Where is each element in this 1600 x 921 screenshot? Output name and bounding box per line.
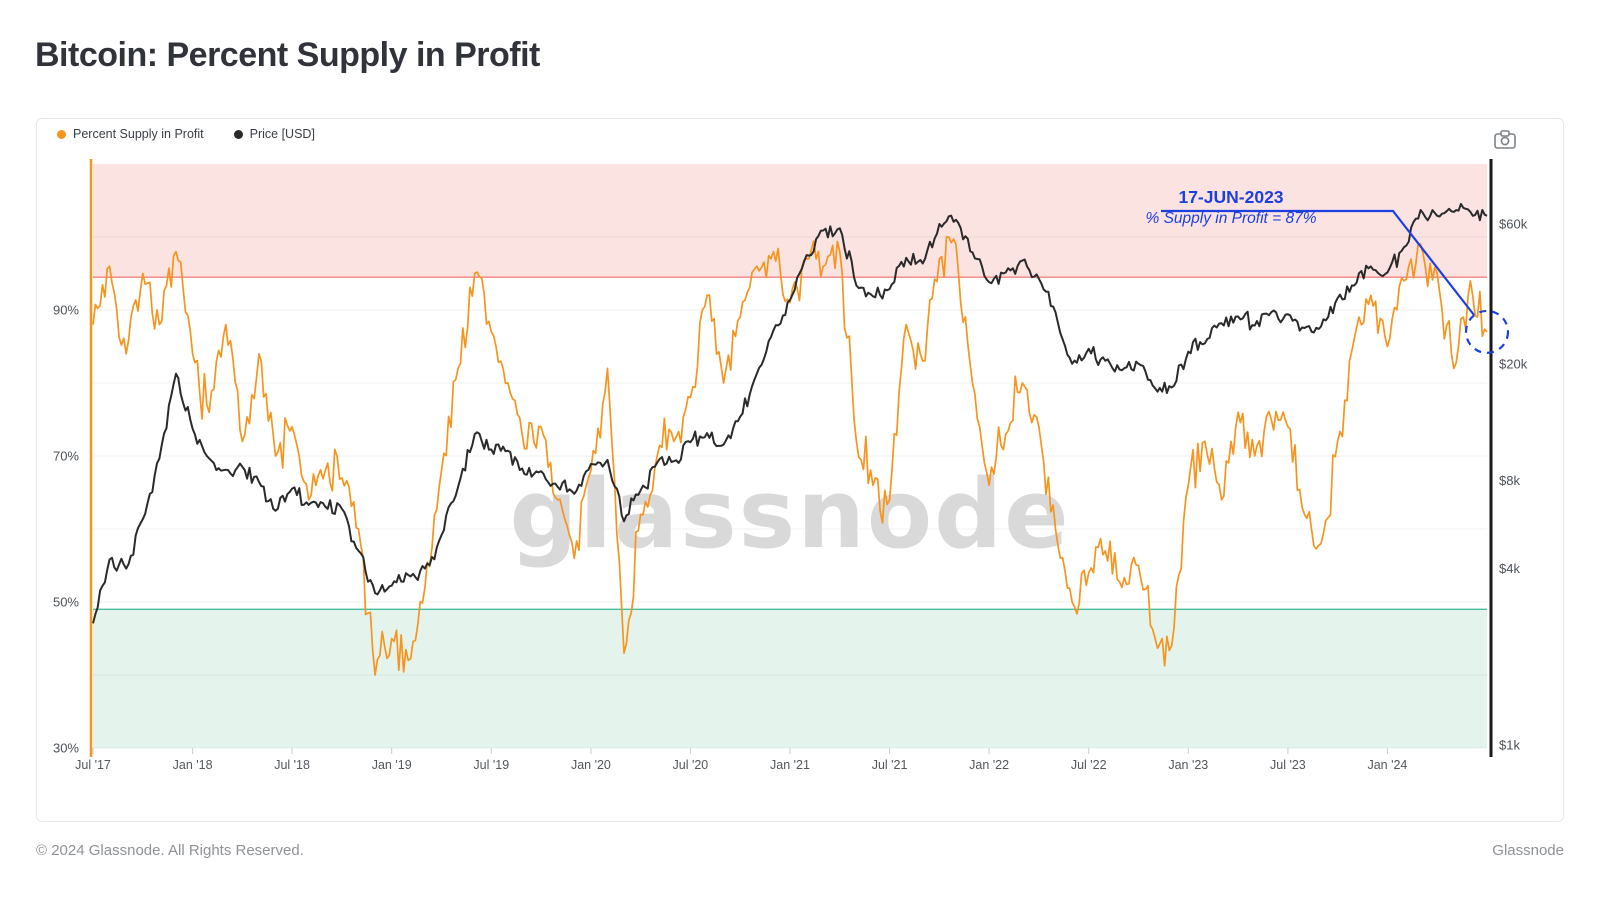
- legend-item-price[interactable]: Price [USD]: [233, 127, 315, 141]
- svg-text:50%: 50%: [53, 595, 79, 610]
- legend-swatch-percent-supply-icon: [57, 129, 66, 139]
- camera-button[interactable]: [1492, 128, 1518, 152]
- svg-text:Jan '21: Jan '21: [770, 758, 810, 772]
- chart-legend: Percent Supply in Profit Price [USD]: [57, 127, 315, 141]
- svg-text:Jan '22: Jan '22: [969, 758, 1009, 772]
- svg-text:Jul '21: Jul '21: [872, 758, 908, 772]
- svg-text:Jul '23: Jul '23: [1270, 758, 1306, 772]
- svg-text:30%: 30%: [53, 741, 79, 756]
- svg-text:Jan '20: Jan '20: [571, 758, 611, 772]
- svg-text:Jan '23: Jan '23: [1168, 758, 1208, 772]
- svg-text:glassnode: glassnode: [509, 460, 1070, 570]
- legend-label-price: Price [USD]: [249, 127, 315, 141]
- svg-text:Jan '24: Jan '24: [1367, 758, 1407, 772]
- svg-text:90%: 90%: [53, 303, 79, 318]
- svg-text:$60k: $60k: [1499, 217, 1528, 232]
- legend-item-percent-supply[interactable]: Percent Supply in Profit: [57, 127, 204, 141]
- svg-text:$20k: $20k: [1499, 356, 1528, 371]
- copyright-text: © 2024 Glassnode. All Rights Reserved.: [36, 842, 304, 859]
- page-footer: © 2024 Glassnode. All Rights Reserved. G…: [36, 842, 1564, 859]
- chart-card: Percent Supply in Profit Price [USD] gla…: [36, 118, 1564, 822]
- svg-text:Jan '18: Jan '18: [173, 758, 213, 772]
- svg-text:$4k: $4k: [1499, 561, 1520, 576]
- legend-label-percent-supply: Percent Supply in Profit: [73, 127, 204, 141]
- svg-text:Jan '19: Jan '19: [372, 758, 412, 772]
- svg-text:Jul '17: Jul '17: [75, 758, 111, 772]
- legend-swatch-price-icon: [233, 129, 243, 139]
- svg-text:Jul '22: Jul '22: [1071, 758, 1107, 772]
- svg-text:$1k: $1k: [1499, 738, 1520, 753]
- camera-icon: [1494, 130, 1516, 149]
- svg-text:Jul '18: Jul '18: [274, 758, 310, 772]
- svg-text:70%: 70%: [53, 449, 79, 464]
- page-title: Bitcoin: Percent Supply in Profit: [35, 36, 540, 74]
- brand-text: Glassnode: [1492, 842, 1564, 859]
- svg-text:Jul '20: Jul '20: [673, 758, 709, 772]
- chart-plot-area[interactable]: glassnode 90% 70% 50% 30% $60k $20k $8k $4k $1k Ju…: [37, 119, 1565, 823]
- svg-text:$8k: $8k: [1499, 473, 1520, 488]
- svg-text:Jul '19: Jul '19: [473, 758, 509, 772]
